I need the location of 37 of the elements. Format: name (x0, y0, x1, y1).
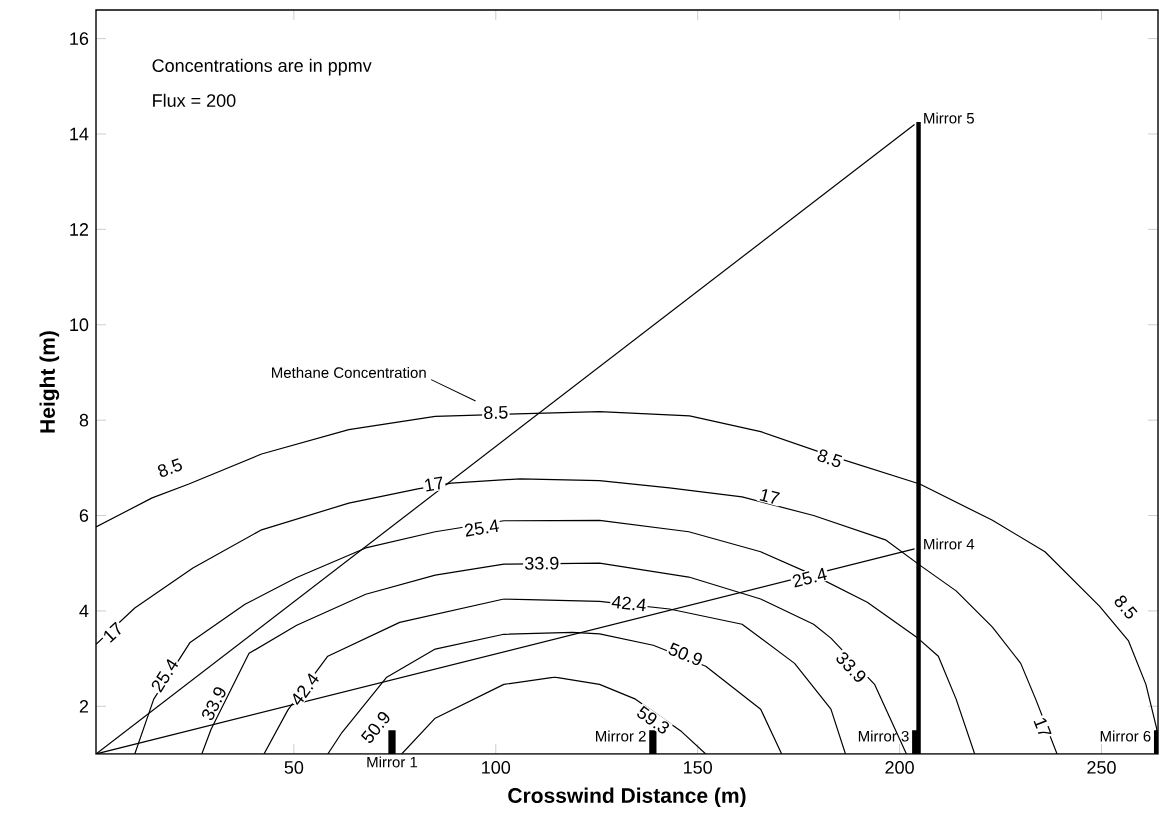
annotation: 17 (759, 489, 780, 504)
annotation: Flux = 200 (153, 93, 236, 107)
annotation: Concentrations are in ppmv (152, 58, 372, 76)
annotation: 17 (425, 476, 443, 492)
annotation: Mirror 4 (924, 538, 975, 550)
y-tick-label: 12 (70, 223, 89, 236)
y-tick-label: 10 (70, 318, 89, 332)
y-tick-label: 16 (70, 32, 89, 45)
annotation: 33.9 (202, 687, 226, 721)
annotation: 50.9 (668, 642, 702, 666)
annotation: Mirror 3 (858, 730, 909, 742)
y-tick-label: 4 (79, 604, 89, 618)
y-tick-label: 14 (70, 127, 89, 141)
annotation: 17 (1033, 718, 1052, 735)
x-tick-label: 150 (684, 761, 712, 774)
annotation: 8.5 (817, 449, 843, 468)
annotation: Mirror 1 (367, 756, 418, 768)
annotation: Mirror 5 (924, 112, 974, 124)
x-tick-label: 200 (885, 761, 914, 774)
y-tick-label: 6 (79, 509, 89, 522)
x-axis-title: Crosswind Distance (m) (508, 787, 746, 808)
y-axis-title: Height (m) (39, 331, 60, 433)
x-tick-label: 50 (284, 761, 304, 774)
x-tick-label: 250 (1087, 761, 1116, 774)
y-tick-label: 2 (79, 700, 89, 713)
annotation: 8.5 (157, 458, 183, 477)
y-tick-label: 8 (79, 413, 89, 427)
annotation: 33.9 (525, 556, 559, 570)
annotation: 42.4 (611, 595, 646, 612)
annotation: 8.5 (484, 405, 508, 420)
annotation: 17 (104, 621, 121, 643)
annotation: Methane Concentration (272, 366, 426, 378)
annotation: 33.9 (836, 652, 866, 682)
annotation: Mirror 6 (1100, 730, 1151, 742)
annotation: 25.4 (464, 519, 499, 537)
annotation: 8.5 (1114, 595, 1138, 619)
x-tick-label: 100 (482, 761, 511, 774)
